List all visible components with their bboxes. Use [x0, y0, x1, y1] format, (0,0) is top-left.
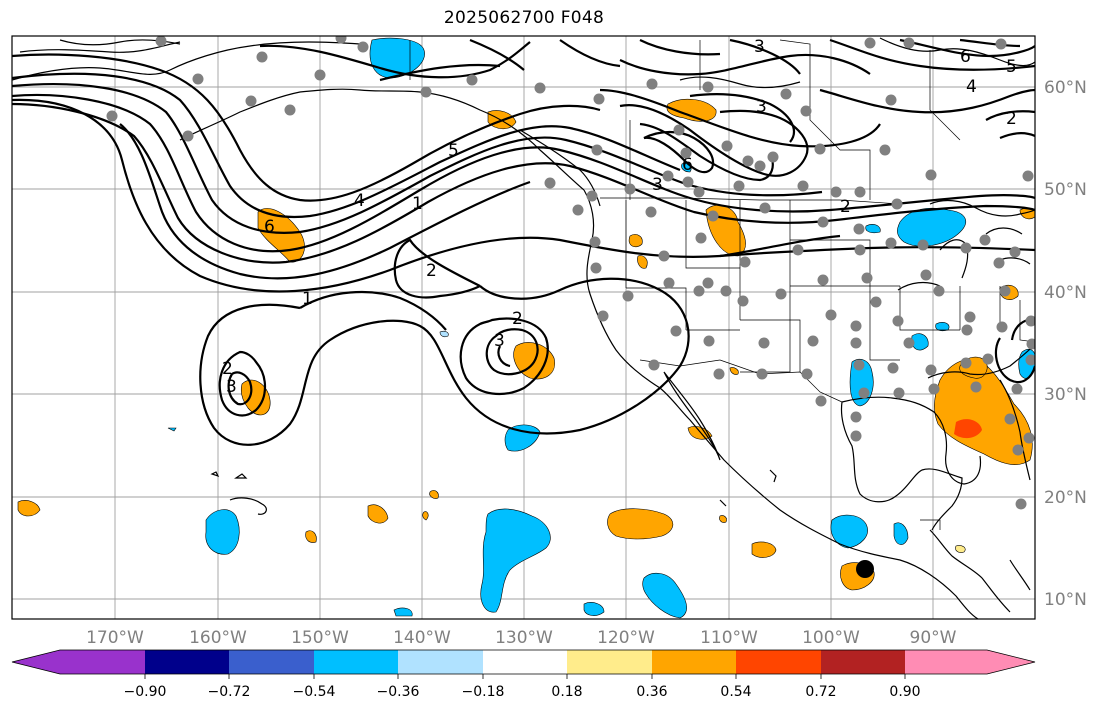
station-markers	[106, 36, 1035, 510]
contour-label: 5	[1006, 57, 1017, 77]
lon-label: 130°W	[495, 628, 553, 648]
colorbar-tick-label: 0.18	[551, 684, 582, 700]
contour-label: 3	[756, 97, 767, 117]
colorbar-segment	[314, 650, 398, 674]
lat-label: 10°N	[1044, 590, 1087, 610]
lat-label: 30°N	[1044, 385, 1087, 405]
contour-label: 3	[754, 37, 765, 57]
contour-label: 6	[264, 217, 275, 237]
lon-label: 150°W	[291, 628, 349, 648]
contour-label: 3	[652, 175, 663, 195]
lat-label: 50°N	[1044, 180, 1087, 200]
highlight-marker	[856, 560, 874, 578]
colorbar-segment	[567, 650, 652, 674]
contour-label: 3	[494, 331, 505, 351]
contour-label: 2	[512, 309, 523, 329]
contour-label: 4	[966, 77, 977, 97]
contour-label: 4	[354, 191, 365, 211]
contour-label: 5	[448, 141, 459, 161]
contour-label: 6	[960, 47, 971, 67]
map-frame	[11, 35, 1036, 620]
colorbar-segment	[736, 650, 821, 674]
contour-label: 1	[412, 194, 423, 214]
contour-label: 2	[222, 359, 233, 379]
colorbar-segment	[229, 650, 314, 674]
colorbar-segment	[905, 650, 987, 674]
map-title: 2025062700 F048	[443, 8, 605, 28]
colorbar-segment	[483, 650, 567, 674]
lon-label: 140°W	[393, 628, 451, 648]
lon-label: 90°W	[910, 628, 957, 648]
colorbar-segment	[145, 650, 229, 674]
longitude-labels: 170°W 160°W 150°W 140°W 130°W 120°W 110°…	[86, 628, 957, 648]
contour-label: 6	[682, 155, 693, 175]
colorbar: −0.90 −0.72 −0.54 −0.36 −0.18 0.18 0.36 …	[11, 649, 1036, 700]
colorbar-segment	[652, 650, 736, 674]
lat-label: 40°N	[1044, 283, 1087, 303]
contour-label: 2	[1006, 109, 1017, 129]
contour-label: 3	[226, 377, 237, 397]
contour-label: 1	[302, 289, 313, 309]
colorbar-tick-label: 0.90	[889, 684, 920, 700]
contour-label-group: 1 1 2 2 2 2 3 3 3 3 3 4 4 5 5 6 6 6 2	[222, 37, 1017, 397]
contour-lines	[12, 38, 1035, 446]
colorbar-segment	[398, 650, 483, 674]
lon-label: 100°W	[802, 628, 860, 648]
lon-label: 160°W	[189, 628, 247, 648]
lat-label: 20°N	[1044, 488, 1087, 508]
colorbar-tick-label: 0.72	[805, 684, 836, 700]
colorbar-segment	[821, 650, 905, 674]
colorbar-tick-label: −0.54	[293, 684, 336, 700]
colorbar-tick-label: 0.36	[636, 684, 667, 700]
lon-label: 170°W	[86, 628, 144, 648]
colorbar-tick-label: −0.90	[124, 684, 167, 700]
contour-label: 2	[840, 197, 851, 217]
latitude-labels: 60°N 50°N 40°N 30°N 20°N 10°N	[1044, 78, 1087, 610]
lon-label: 120°W	[597, 628, 655, 648]
lon-label: 110°W	[700, 628, 758, 648]
colorbar-tick-label: −0.36	[377, 684, 420, 700]
colorbar-segment	[60, 650, 145, 674]
contour-label: 2	[426, 261, 437, 281]
lat-label: 60°N	[1044, 78, 1087, 98]
colorbar-extend-high	[987, 650, 1035, 674]
colorbar-extend-low	[12, 650, 60, 674]
colorbar-tick-label: 0.54	[720, 684, 751, 700]
shaded-anomalies	[17, 37, 1035, 619]
colorbar-tick-label: −0.18	[462, 684, 505, 700]
colorbar-tick-label: −0.72	[208, 684, 251, 700]
